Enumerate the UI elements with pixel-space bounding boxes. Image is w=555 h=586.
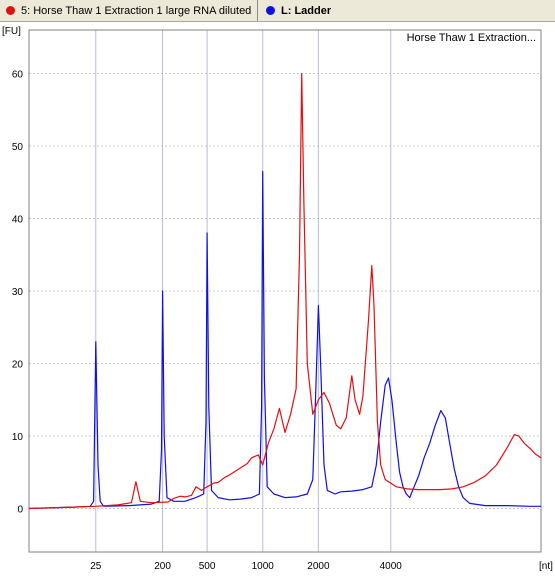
legend-ladder-label: L: Ladder (281, 4, 332, 17)
x-tick-label: 200 (154, 561, 171, 572)
y-tick-label: 30 (12, 287, 24, 298)
legend-sample-label: 5: Horse Thaw 1 Extraction 1 large RNA d… (21, 4, 252, 17)
ladder-series-line (28, 170, 541, 510)
x-tick-label: 1000 (252, 561, 275, 572)
legend-item-sample[interactable]: 5: Horse Thaw 1 Extraction 1 large RNA d… (0, 0, 258, 21)
legend-item-ladder[interactable]: L: Ladder (258, 0, 337, 21)
y-axis-ticks: 0 10 20 30 40 50 60 (12, 70, 24, 516)
chart-title: Horse Thaw 1 Extraction... (407, 32, 536, 44)
x-tick-label: 4000 (380, 561, 403, 572)
x-tick-label: 500 (199, 561, 216, 572)
y-tick-label: 60 (12, 70, 24, 81)
x-tick-label: 25 (90, 561, 102, 572)
x-axis-ticks: 25 200 500 1000 2000 4000 (90, 561, 402, 572)
x-axis-unit: [nt] (539, 561, 553, 572)
y-tick-label: 20 (12, 360, 24, 371)
y-tick-label: 40 (12, 215, 24, 226)
sample-series-line (28, 72, 542, 510)
legend-bar: 5: Horse Thaw 1 Extraction 1 large RNA d… (0, 0, 555, 22)
y-axis-unit: [FU] (2, 26, 21, 37)
series-group (28, 72, 542, 510)
y-tick-label: 0 (17, 505, 23, 516)
ladder-color-dot (266, 6, 275, 15)
grid (29, 30, 541, 552)
plot-frame (28, 29, 542, 553)
y-tick-label: 10 (12, 432, 24, 443)
x-tick-label: 2000 (307, 561, 330, 572)
y-tick-label: 50 (12, 142, 24, 153)
electropherogram-chart: 0 10 20 30 40 50 60 25 200 500 1000 2000 4000 [FU] … (0, 22, 555, 586)
sample-color-dot (6, 6, 15, 15)
